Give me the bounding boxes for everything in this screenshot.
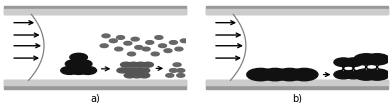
Circle shape (169, 41, 178, 44)
Circle shape (70, 53, 87, 61)
Circle shape (146, 41, 154, 44)
Circle shape (74, 60, 92, 68)
Circle shape (261, 68, 289, 81)
Bar (4, 80, 186, 89)
Circle shape (135, 46, 143, 49)
Circle shape (124, 73, 135, 78)
Bar (206, 9, 388, 14)
Circle shape (365, 69, 390, 80)
Circle shape (102, 34, 110, 38)
Text: b): b) (292, 94, 302, 103)
Circle shape (142, 47, 150, 51)
Circle shape (158, 44, 167, 48)
Circle shape (109, 39, 117, 43)
Circle shape (180, 39, 189, 43)
Circle shape (175, 47, 183, 51)
Circle shape (128, 62, 139, 67)
Circle shape (61, 67, 78, 74)
Circle shape (131, 73, 142, 78)
Circle shape (151, 52, 159, 56)
Circle shape (334, 70, 353, 79)
Bar (206, 80, 388, 89)
Circle shape (354, 69, 379, 80)
Circle shape (155, 36, 163, 39)
Circle shape (116, 36, 125, 39)
Circle shape (121, 62, 132, 67)
Circle shape (124, 41, 132, 45)
Bar (4, 80, 186, 85)
Circle shape (131, 68, 142, 73)
Circle shape (354, 54, 379, 65)
Circle shape (334, 58, 353, 67)
Circle shape (276, 68, 303, 81)
Circle shape (70, 67, 87, 74)
Circle shape (344, 58, 363, 67)
Circle shape (135, 62, 146, 67)
Circle shape (127, 52, 136, 56)
Circle shape (290, 68, 318, 81)
Circle shape (247, 68, 274, 81)
Circle shape (164, 49, 172, 53)
Circle shape (65, 60, 83, 68)
Bar (206, 80, 388, 85)
Circle shape (115, 47, 123, 51)
Circle shape (100, 44, 108, 48)
Circle shape (117, 68, 128, 73)
Circle shape (131, 37, 139, 41)
Bar (4, 6, 186, 14)
Circle shape (169, 69, 178, 72)
Circle shape (139, 68, 150, 73)
Circle shape (177, 74, 185, 77)
Circle shape (124, 68, 135, 73)
Bar (206, 6, 388, 14)
Text: a): a) (90, 94, 100, 103)
Circle shape (344, 70, 363, 79)
Circle shape (173, 63, 181, 67)
Circle shape (139, 73, 150, 78)
Circle shape (166, 74, 174, 77)
Circle shape (365, 54, 390, 65)
Circle shape (142, 62, 153, 67)
Bar (4, 9, 186, 14)
Circle shape (177, 69, 185, 72)
Circle shape (79, 67, 96, 74)
